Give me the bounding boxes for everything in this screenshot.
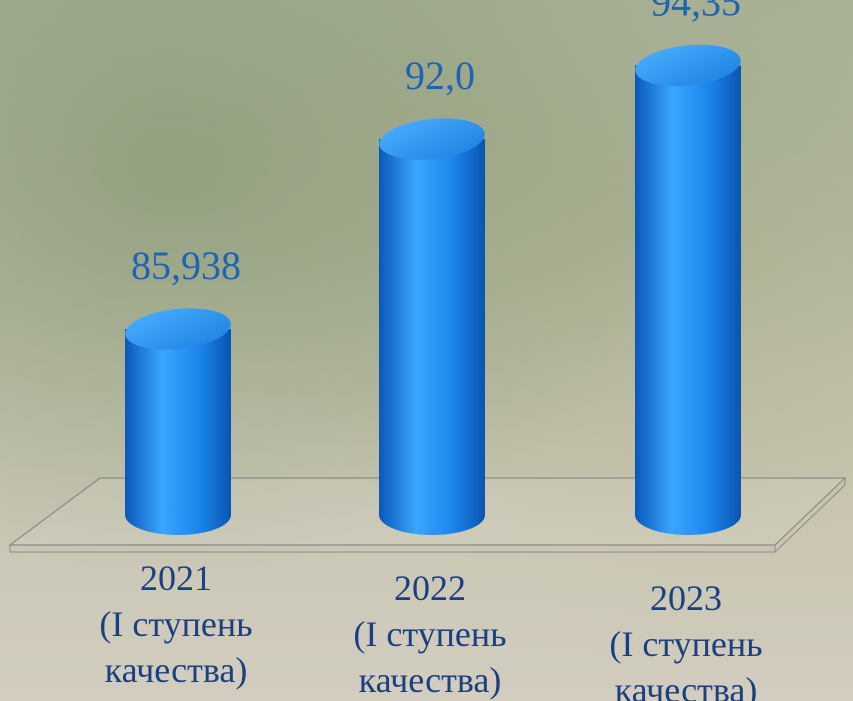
bar [379, 139, 485, 535]
bar [635, 65, 741, 535]
bar [125, 329, 231, 535]
value-label: 85,938 [131, 243, 241, 288]
value-label: 92,0 [405, 53, 475, 98]
slide: 85,938 2021(I ступенькачества) 92,0 2022(I … [0, 0, 853, 701]
value-label: 94,35 [651, 0, 741, 24]
chart: 85,938 2021(I ступенькачества) 92,0 2022(I … [0, 0, 853, 701]
